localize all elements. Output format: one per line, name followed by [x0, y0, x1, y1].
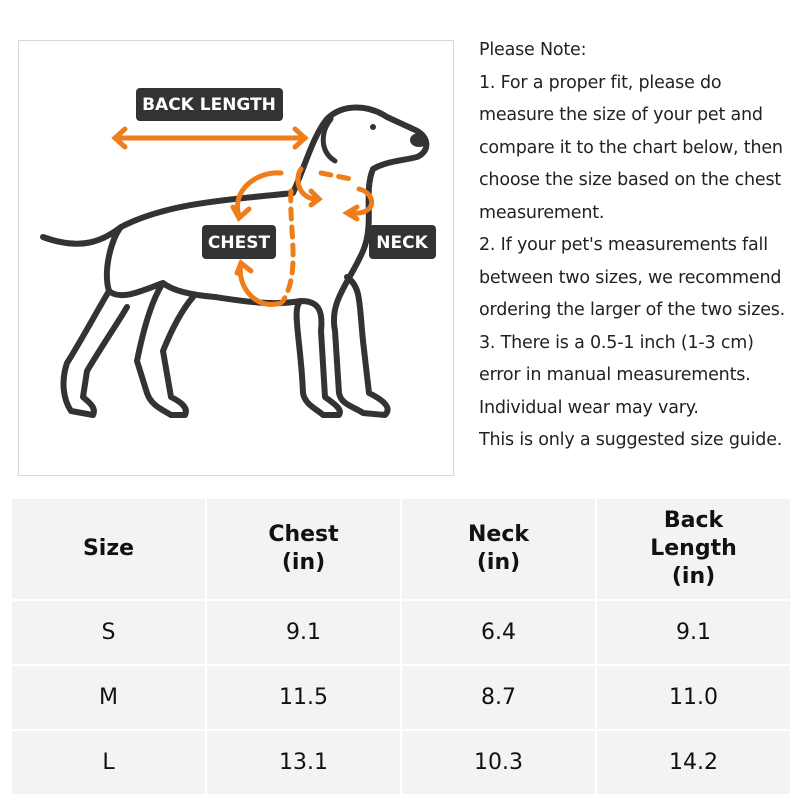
header-text: Chest — [268, 522, 339, 547]
diagram-svg: BACK LENGTH CHEST NECK — [40, 88, 436, 418]
note-line: This is only a suggested size guide. — [479, 430, 783, 450]
table-cell: 6.4 — [400, 599, 597, 666]
table-cell: 11.0 — [595, 664, 792, 731]
table-cell: 9.1 — [595, 599, 792, 666]
diagram-label: BACK LENGTH — [142, 95, 276, 115]
table-cell: 13.1 — [205, 729, 402, 796]
dog-outline — [40, 104, 430, 418]
table-row: M 11.5 8.7 11.0 — [10, 664, 792, 731]
table-cell: L — [10, 729, 207, 796]
note-line: 1. For a proper fit, please do measure t… — [479, 72, 783, 223]
table-cell: S — [10, 599, 207, 666]
header-text: (in) — [281, 550, 326, 575]
header-cell: Size — [10, 497, 207, 601]
size-table: Size Chest (in) Neck (in) Back Length (in) S 9.1… — [10, 497, 792, 796]
label-box — [136, 88, 283, 121]
label-box — [369, 225, 436, 259]
diagram-label: CHEST — [208, 233, 271, 253]
table-row: S 9.1 6.4 9.1 — [10, 599, 792, 666]
note-line: 2. If your pet's measurements fall betwe… — [479, 235, 786, 320]
notes: Please Note: 1. For a proper fit, please … — [479, 34, 800, 457]
dog-eye — [370, 124, 376, 130]
header-text: Back — [663, 508, 724, 533]
header-row: Size Chest (in) Neck (in) Back Length (in) — [10, 497, 792, 601]
table-cell: M — [10, 664, 207, 731]
header-text: (in) — [671, 564, 716, 589]
table-cell: 14.2 — [595, 729, 792, 796]
table-body: S 9.1 6.4 9.1 M 11.5 8.7 11.0 L 13.1 10.3 14.2 — [10, 599, 792, 796]
header-cell: Back Length (in) — [595, 497, 792, 601]
table-cell: 10.3 — [400, 729, 597, 796]
table-row: L 13.1 10.3 14.2 — [10, 729, 792, 796]
note-line: Please Note: — [479, 40, 587, 60]
header-text: Neck — [467, 522, 529, 547]
table-cell: 9.1 — [205, 599, 402, 666]
header-text: Size — [82, 536, 135, 561]
table-head: Size Chest (in) Neck (in) Back Length (in) — [10, 497, 792, 601]
header-text: Length — [650, 536, 737, 561]
diagram-label: NECK — [376, 233, 428, 253]
dog-ear — [320, 116, 338, 164]
table-cell: 8.7 — [400, 664, 597, 731]
dog-nose — [410, 133, 428, 147]
note-line: 3. There is a 0.5-1 inch (1-3 cm) error … — [479, 332, 754, 418]
measure-lines — [111, 126, 375, 307]
header-text: (in) — [476, 550, 521, 575]
header-cell: Neck (in) — [400, 497, 597, 601]
table-cell: 11.5 — [205, 664, 402, 731]
dog-diagram: BACK LENGTH CHEST NECK — [18, 40, 454, 476]
label-box — [202, 225, 276, 259]
header-cell: Chest (in) — [205, 497, 402, 601]
